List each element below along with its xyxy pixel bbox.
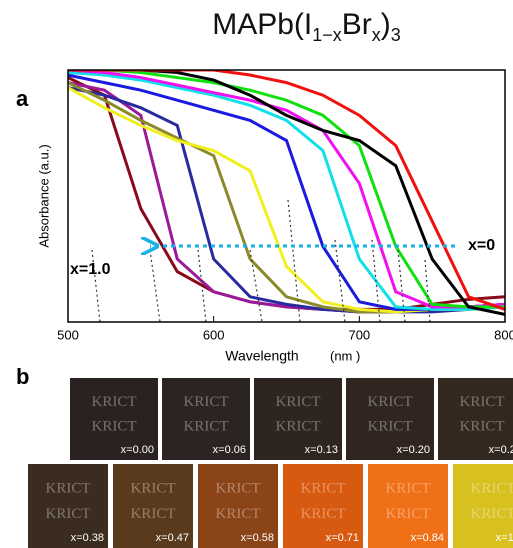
watermark: KRICT — [46, 481, 91, 497]
watermark: KRICT — [471, 481, 513, 497]
watermark: KRICT — [184, 394, 229, 410]
x-tick-label: 700 — [348, 327, 370, 342]
curve — [68, 71, 505, 311]
annotation: x=1.0 — [70, 261, 111, 278]
photo-label: x=0.47 — [156, 532, 189, 544]
photos: KRICT KRICT x=0.00 KRICT KRICT x=0.06 KRICT KRI… — [28, 378, 513, 548]
watermark: KRICT — [216, 506, 261, 522]
photo-label: x=0.00 — [121, 444, 154, 456]
photo-tile — [28, 464, 108, 548]
curve — [68, 86, 505, 314]
title-sub: x — [371, 25, 381, 45]
curve — [68, 70, 505, 311]
curve — [68, 81, 505, 314]
photo-label: x=0.13 — [305, 444, 338, 456]
photo-tile — [70, 378, 158, 460]
photo-tile — [346, 378, 434, 460]
title-text: MAPb(I — [212, 8, 313, 41]
curves — [68, 70, 505, 316]
watermark: KRICT — [92, 394, 137, 410]
x-tick-label: 600 — [203, 327, 225, 342]
watermark: KRICT — [301, 506, 346, 522]
photo-label: x=0.58 — [241, 532, 274, 544]
photo-label: x=1.00 — [496, 532, 513, 544]
photo-tile — [283, 464, 363, 548]
x-tick-label: 500 — [57, 327, 79, 342]
tangent-lines — [91, 199, 431, 323]
panel-label: a — [16, 86, 29, 111]
watermark: KRICT — [216, 481, 261, 497]
photo-label: x=0.38 — [71, 532, 104, 544]
annotation: x=0 — [468, 237, 495, 254]
y-axis-label: Absorbance (a.u.) — [36, 144, 51, 247]
photo-tile — [453, 464, 513, 548]
photo-tile — [438, 378, 513, 460]
watermark: KRICT — [471, 506, 513, 522]
watermark: KRICT — [92, 419, 137, 435]
curve — [68, 76, 505, 311]
watermark: KRICT — [460, 419, 505, 435]
watermark: KRICT — [386, 506, 431, 522]
figure-title: MAPb(I1−xBrx)3 — [0, 8, 513, 46]
watermark: KRICT — [368, 394, 413, 410]
watermark: KRICT — [368, 419, 413, 435]
photo-label: x=0.20 — [397, 444, 430, 456]
curve — [68, 70, 505, 316]
watermark: KRICT — [276, 419, 321, 435]
title-sub: 3 — [390, 25, 401, 45]
watermark: KRICT — [460, 394, 505, 410]
watermark: KRICT — [276, 394, 321, 410]
photo-label: x=0.71 — [326, 532, 359, 544]
title-sub: 1−x — [312, 25, 342, 45]
x-axis-unit: (nm ) — [330, 348, 360, 363]
photo-tile — [368, 464, 448, 548]
watermark: KRICT — [46, 506, 91, 522]
photo-label: x=0.29 — [489, 444, 513, 456]
photo-tile — [254, 378, 342, 460]
title-text: Br — [341, 8, 372, 41]
title-text: ) — [380, 8, 391, 41]
photo-label: x=0.84 — [411, 532, 444, 544]
watermark: KRICT — [301, 481, 346, 497]
curve — [68, 70, 505, 309]
plot-frame — [67, 69, 506, 323]
photo-label: x=0.06 — [213, 444, 246, 456]
x-axis-label: Wavelength — [225, 348, 298, 364]
watermark: KRICT — [131, 481, 176, 497]
x-tick-label: 800 — [494, 327, 513, 342]
watermark: KRICT — [131, 506, 176, 522]
photo-tile — [113, 464, 193, 548]
photo-tile — [198, 464, 278, 548]
panel-label: b — [16, 364, 29, 389]
curve — [68, 70, 505, 309]
photo-tile — [162, 378, 250, 460]
watermark: KRICT — [386, 481, 431, 497]
watermark: KRICT — [184, 419, 229, 435]
